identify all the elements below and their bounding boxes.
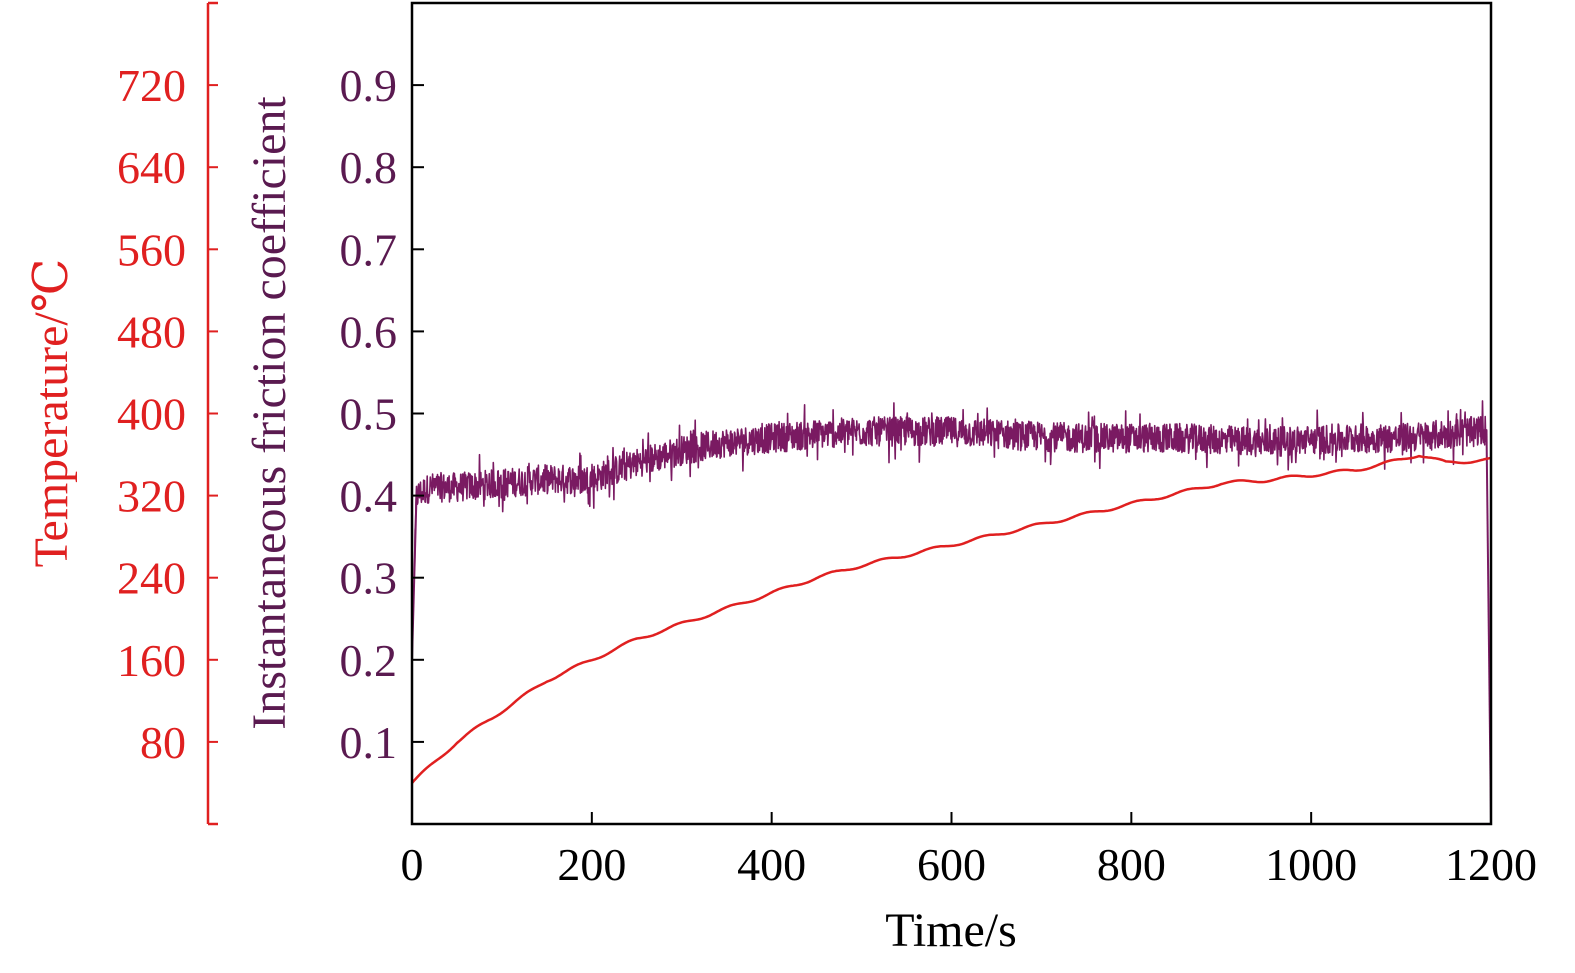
friction-tick-label-0.2: 0.2 <box>340 635 398 686</box>
friction-tick-label-0.5: 0.5 <box>340 389 398 440</box>
friction-tick-label-0.4: 0.4 <box>340 471 398 522</box>
temperature-tick-label-320: 320 <box>117 471 186 522</box>
temperature-tick-label-720: 720 <box>117 60 186 111</box>
x-axis-title: Time/s <box>885 904 1017 957</box>
temperature-tick-label-80: 80 <box>140 717 186 768</box>
temperature-axis-title: Temperature/℃ <box>25 259 78 568</box>
x-tick-label-200: 200 <box>557 839 626 890</box>
temperature-tick-label-240: 240 <box>117 553 186 604</box>
temperature-tick-label-640: 640 <box>117 142 186 193</box>
temperature-tick-label-160: 160 <box>117 635 186 686</box>
friction-tick-label-0.6: 0.6 <box>340 306 398 357</box>
friction-tick-label-0.1: 0.1 <box>340 717 398 768</box>
x-tick-label-800: 800 <box>1097 839 1166 890</box>
x-tick-label-1000: 1000 <box>1265 839 1357 890</box>
friction-tick-label-0.3: 0.3 <box>340 553 398 604</box>
temperature-tick-label-480: 480 <box>117 306 186 357</box>
friction-series-line <box>413 400 1488 568</box>
x-tick-label-0: 0 <box>401 839 424 890</box>
x-tick-label-400: 400 <box>737 839 806 890</box>
temperature-series-line <box>411 454 1492 784</box>
friction-tick-label-0.7: 0.7 <box>340 224 398 275</box>
temperature-tick-label-400: 400 <box>117 389 186 440</box>
x-tick-label-1200: 1200 <box>1445 839 1537 890</box>
friction-axis-title: Instantaneous friction coefficient <box>243 96 296 730</box>
temperature-tick-label-560: 560 <box>117 224 186 275</box>
friction-tick-label-0.8: 0.8 <box>340 142 398 193</box>
x-tick-label-600: 600 <box>917 839 986 890</box>
friction-tick-label-0.9: 0.9 <box>340 60 398 111</box>
